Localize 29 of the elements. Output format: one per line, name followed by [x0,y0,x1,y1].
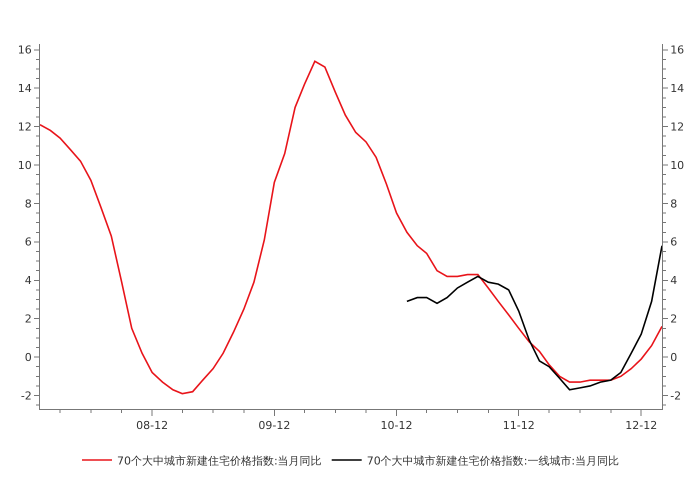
y-tick-label: 10 [18,158,32,172]
y2-tick-label: 10 [670,158,684,172]
y2-tick-label: 16 [670,44,684,57]
legend-label: 70个大中城市新建住宅价格指数:一线城市:当月同比 [366,454,620,468]
y-tick-label: 6 [24,236,32,249]
y-tick-label: 14 [18,82,32,96]
y2-tick-label: 12 [670,120,684,134]
line-series [40,60,662,394]
legend-label: 70个大中城市新建住宅价格指数:当月同比 [117,454,322,468]
y-tick-label: 12 [18,120,32,134]
x-tick-label: 09-12 [258,419,290,432]
y2-tick-label: -2 [670,389,682,402]
y-tick-label: -2 [20,389,32,402]
y2-tick-label: 0 [670,350,678,364]
x-tick-label: 11-12 [502,419,535,432]
y2-tick-label: 14 [670,82,684,96]
y2-tick-label: 6 [670,236,678,249]
y-tick-label: 8 [24,197,32,210]
y2-tick-label: 4 [670,274,678,288]
x-tick-label: 08-12 [136,419,168,432]
line-series [406,244,662,391]
y-tick-label: 0 [24,350,32,364]
y-tick-label: 4 [24,274,32,288]
y2-tick-label: 8 [670,197,678,210]
y-tick-label: 2 [24,312,32,326]
x-tick-label: 10-12 [380,419,413,432]
y-tick-label: 16 [18,44,32,57]
y2-tick-label: 2 [670,312,678,326]
x-tick-label: 12-12 [625,419,658,432]
